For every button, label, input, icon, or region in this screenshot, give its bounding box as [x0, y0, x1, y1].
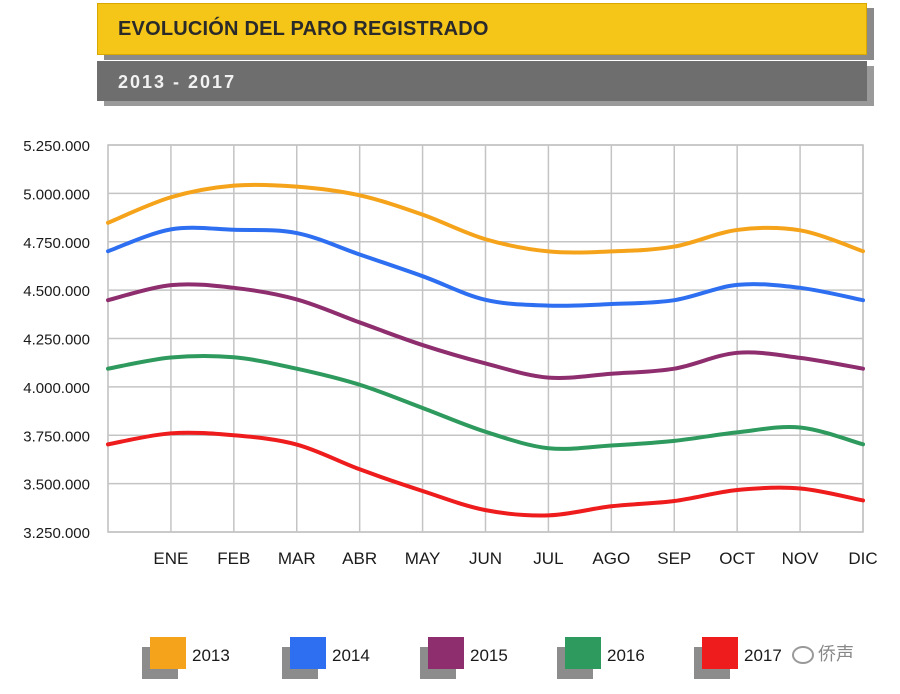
- x-tick-label: MAR: [278, 549, 316, 568]
- legend-label-2013: 2013: [192, 646, 230, 665]
- x-tick-label: FEB: [217, 549, 250, 568]
- legend-swatch-2016: [565, 637, 601, 669]
- legend-label-2015: 2015: [470, 646, 508, 665]
- y-tick-label: 4.250.000: [23, 332, 90, 349]
- y-tick-label: 4.750.000: [23, 235, 90, 252]
- legend-swatch-2013: [150, 637, 186, 669]
- watermark: 侨声: [792, 640, 854, 666]
- x-tick-label: MAY: [405, 549, 441, 568]
- x-tick-label: AGO: [592, 549, 630, 568]
- y-tick-label: 3.750.000: [23, 428, 90, 445]
- x-tick-label: JUL: [533, 549, 563, 568]
- x-tick-label: JUN: [469, 549, 502, 568]
- legend-label-2014: 2014: [332, 646, 370, 665]
- x-tick-label: ABR: [342, 549, 377, 568]
- legend-swatch-2017: [702, 637, 738, 669]
- subtitle-banner: [97, 61, 867, 101]
- series-line-2014: [106, 225, 865, 308]
- y-tick-label: 4.500.000: [23, 283, 90, 300]
- x-tick-label: ENE: [153, 549, 188, 568]
- x-tick-label: SEP: [657, 549, 691, 568]
- y-tick-label: 3.500.000: [23, 477, 90, 494]
- series-line-2015: [106, 282, 865, 380]
- series-line-2017: [106, 430, 865, 518]
- title-banner: [97, 3, 867, 55]
- y-tick-label: 5.000.000: [23, 186, 90, 203]
- watermark-text: 侨声: [818, 644, 854, 664]
- legend-swatch-2015: [428, 637, 464, 669]
- x-tick-label: DIC: [848, 549, 877, 568]
- legend-label-2017: 2017: [744, 646, 782, 665]
- x-tick-label: OCT: [719, 549, 755, 568]
- series-line-2013: [106, 182, 865, 255]
- y-tick-label: 3.250.000: [23, 525, 90, 542]
- legend-label-2016: 2016: [607, 646, 645, 665]
- wechat-icon: [792, 646, 814, 665]
- y-tick-label: 5.250.000: [23, 138, 90, 155]
- chart-subtitle: 2013 - 2017: [118, 72, 237, 92]
- y-tick-label: 4.000.000: [23, 380, 90, 397]
- x-tick-label: NOV: [782, 549, 820, 568]
- legend-swatch-2014: [290, 637, 326, 669]
- series-line-2016: [106, 353, 865, 451]
- chart-title: EVOLUCIÓN DEL PARO REGISTRADO: [118, 18, 489, 40]
